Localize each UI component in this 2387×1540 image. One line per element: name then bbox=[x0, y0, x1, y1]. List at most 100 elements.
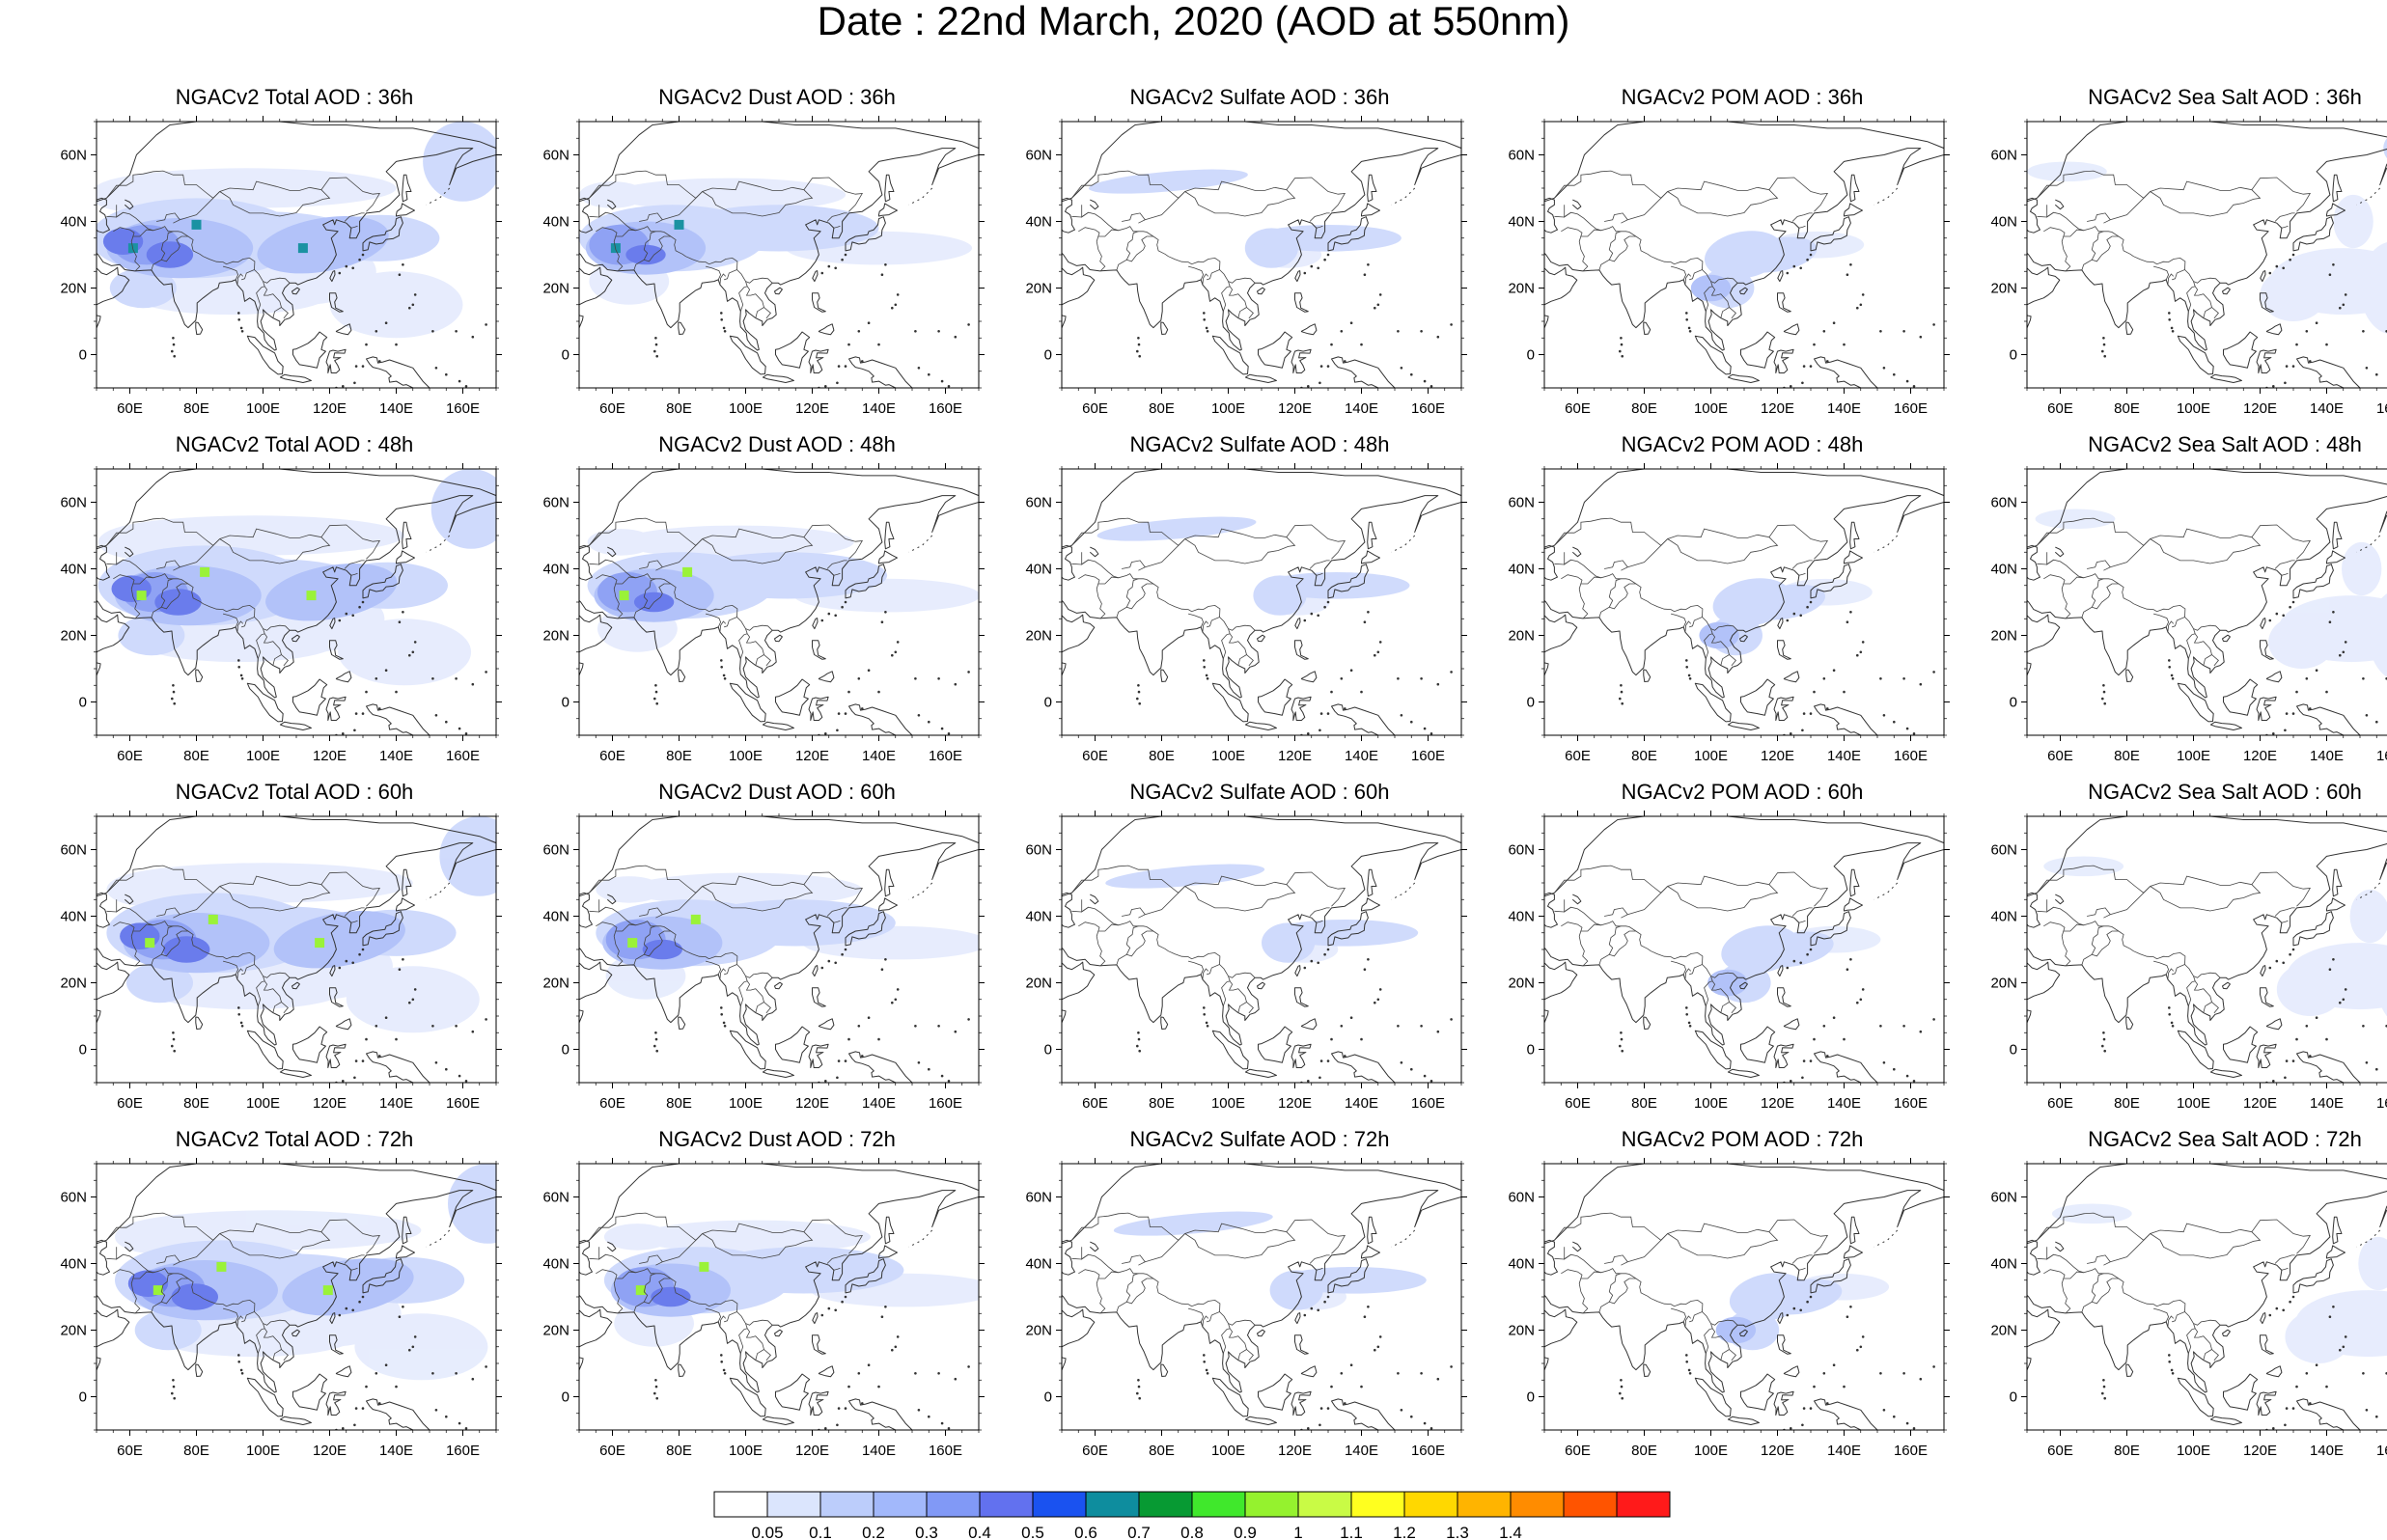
lat-tick-label: 60N bbox=[60, 842, 87, 859]
map-plot: 60E 80E 100E 120E 140E 160E 60N 40N 20N 0 bbox=[1990, 1158, 2387, 1459]
lon-tick-label: 60E bbox=[117, 748, 143, 764]
map-panel-pom-72h: 60E 80E 100E 120E 140E 160E 60N 40N 20N 0 NGACv2 P… bbox=[1496, 1127, 1979, 1476]
lat-tick-label: 0 bbox=[79, 1389, 87, 1406]
lat-tick-label: 20N bbox=[1025, 1323, 1052, 1339]
lat-tick-label: 20N bbox=[60, 281, 87, 297]
lon-tick-label: 160E bbox=[929, 1443, 962, 1459]
lon-tick-label: 100E bbox=[1694, 1443, 1728, 1459]
lon-tick-label: 100E bbox=[1694, 400, 1728, 417]
map-panel-sulfate-48h: 60E 80E 100E 120E 140E 160E 60N 40N 20N 0 NGACv2 S… bbox=[1013, 432, 1496, 782]
map-plot: 60E 80E 100E 120E 140E 160E 60N 40N 20N 0 bbox=[1508, 1158, 1950, 1459]
map-panel-dust-60h: 60E 80E 100E 120E 140E 160E 60N 40N 20N 0 NGACv2 D… bbox=[531, 780, 1013, 1129]
lon-tick-label: 60E bbox=[117, 1443, 143, 1459]
lon-tick-label: 100E bbox=[729, 1443, 763, 1459]
lat-tick-label: 20N bbox=[1990, 1323, 2017, 1339]
lon-tick-label: 100E bbox=[1211, 400, 1245, 417]
map-panel-seasalt-72h: 60E 80E 100E 120E 140E 160E 60N 40N 20N 0 NGACv2 S… bbox=[1979, 1127, 2387, 1476]
colorbar-swatch bbox=[1510, 1491, 1565, 1518]
lon-tick-label: 80E bbox=[183, 400, 209, 417]
lon-tick-label: 100E bbox=[2177, 1443, 2210, 1459]
lon-tick-label: 80E bbox=[183, 1095, 209, 1112]
lon-tick-label: 140E bbox=[862, 1095, 896, 1112]
lat-tick-label: 20N bbox=[60, 628, 87, 645]
map-panel-sulfate-36h: 60E 80E 100E 120E 140E 160E 60N 40N 20N 0 NGACv2 S… bbox=[1013, 85, 1496, 434]
map-panel-total-36h: 60E 80E 100E 120E 140E 160E 60N 40N 20N 0 NGACv2 T… bbox=[48, 85, 531, 434]
colorbar-label: 0.6 bbox=[1074, 1524, 1097, 1540]
lon-tick-label: 140E bbox=[1345, 748, 1378, 764]
map-plot: 60E 80E 100E 120E 140E 160E 60N 40N 20N 0 bbox=[1508, 463, 1950, 764]
lon-tick-label: 60E bbox=[117, 400, 143, 417]
colorbar-swatch bbox=[819, 1491, 874, 1518]
map-plot: 60E 80E 100E 120E 140E 160E 60N 40N 20N 0 bbox=[1025, 116, 1467, 417]
lat-tick-label: 0 bbox=[562, 695, 569, 711]
lon-tick-label: 160E bbox=[1411, 1443, 1445, 1459]
colorbar-label: 0.9 bbox=[1234, 1524, 1257, 1540]
lon-tick-label: 140E bbox=[1827, 400, 1861, 417]
lat-tick-label: 60N bbox=[1508, 842, 1535, 859]
lon-tick-label: 60E bbox=[599, 1095, 625, 1112]
colorbar-swatch bbox=[873, 1491, 928, 1518]
lon-tick-label: 80E bbox=[666, 1095, 692, 1112]
lon-tick-label: 120E bbox=[2243, 748, 2277, 764]
lon-tick-label: 160E bbox=[1411, 400, 1445, 417]
lon-tick-label: 160E bbox=[1411, 748, 1445, 764]
lat-tick-label: 60N bbox=[1990, 1190, 2017, 1206]
panel-title: NGACv2 Total AOD : 36h bbox=[175, 85, 414, 109]
colorbar-swatch bbox=[926, 1491, 981, 1518]
lat-tick-label: 40N bbox=[60, 1256, 87, 1273]
lon-tick-label: 120E bbox=[313, 1095, 347, 1112]
panel-title: NGACv2 Dust AOD : 60h bbox=[658, 780, 896, 804]
lat-tick-label: 60N bbox=[542, 495, 569, 511]
lon-tick-label: 60E bbox=[2047, 400, 2073, 417]
map-plot: 60E 80E 100E 120E 140E 160E 60N 40N 20N 0 bbox=[542, 463, 985, 764]
lon-tick-label: 100E bbox=[729, 1095, 763, 1112]
lon-tick-label: 80E bbox=[1631, 748, 1657, 764]
lon-tick-label: 160E bbox=[929, 400, 962, 417]
colorbar-swatch bbox=[1457, 1491, 1512, 1518]
lat-tick-label: 0 bbox=[1044, 347, 1052, 364]
panel-title: NGACv2 Dust AOD : 36h bbox=[658, 85, 896, 109]
lon-tick-label: 140E bbox=[2310, 748, 2344, 764]
panel-title: NGACv2 Sea Salt AOD : 36h bbox=[2088, 85, 2362, 109]
lon-tick-label: 140E bbox=[379, 748, 413, 764]
map-panel-seasalt-60h: 60E 80E 100E 120E 140E 160E 60N 40N 20N 0 NGACv2 S… bbox=[1979, 780, 2387, 1129]
panel-title: NGACv2 Sea Salt AOD : 60h bbox=[2088, 780, 2362, 804]
lat-tick-label: 0 bbox=[1044, 1042, 1052, 1059]
colorbar-swatch bbox=[1244, 1491, 1299, 1518]
lat-tick-label: 20N bbox=[1025, 281, 1052, 297]
map-plot: 60E 80E 100E 120E 140E 160E 60N 40N 20N 0 bbox=[60, 463, 502, 764]
lat-tick-label: 20N bbox=[1025, 628, 1052, 645]
colorbar-label: 0.7 bbox=[1127, 1524, 1151, 1540]
lat-tick-label: 60N bbox=[1025, 1190, 1052, 1206]
map-panel-seasalt-36h: 60E 80E 100E 120E 140E 160E 60N 40N 20N 0 NGACv2 S… bbox=[1979, 85, 2387, 434]
lon-tick-label: 160E bbox=[929, 1095, 962, 1112]
colorbar-label: 1.2 bbox=[1393, 1524, 1416, 1540]
lon-tick-label: 120E bbox=[795, 400, 829, 417]
lat-tick-label: 40N bbox=[1025, 909, 1052, 925]
lat-tick-label: 40N bbox=[1025, 214, 1052, 231]
lon-tick-label: 80E bbox=[1631, 1095, 1657, 1112]
lon-tick-label: 140E bbox=[379, 400, 413, 417]
map-plot: 60E 80E 100E 120E 140E 160E 60N 40N 20N 0 bbox=[542, 116, 985, 417]
lat-tick-label: 0 bbox=[2010, 347, 2017, 364]
lat-tick-label: 60N bbox=[1990, 495, 2017, 511]
map-plot: 60E 80E 100E 120E 140E 160E 60N 40N 20N 0 bbox=[1990, 463, 2387, 764]
lat-tick-label: 20N bbox=[1508, 1323, 1535, 1339]
lon-tick-label: 80E bbox=[1149, 400, 1175, 417]
lat-tick-label: 20N bbox=[1990, 281, 2017, 297]
lon-tick-label: 160E bbox=[2376, 400, 2387, 417]
lon-tick-label: 60E bbox=[1082, 400, 1108, 417]
lon-tick-label: 100E bbox=[246, 1095, 280, 1112]
lat-tick-label: 40N bbox=[1508, 562, 1535, 578]
lon-tick-label: 120E bbox=[2243, 1443, 2277, 1459]
colorbar-label: 0.8 bbox=[1180, 1524, 1204, 1540]
lon-tick-label: 140E bbox=[1827, 1443, 1861, 1459]
lon-tick-label: 80E bbox=[2114, 400, 2140, 417]
lon-tick-label: 100E bbox=[246, 400, 280, 417]
lat-tick-label: 60N bbox=[60, 1190, 87, 1206]
lon-tick-label: 80E bbox=[183, 1443, 209, 1459]
lon-tick-label: 140E bbox=[862, 400, 896, 417]
colorbar-label: 1.4 bbox=[1499, 1524, 1522, 1540]
colorbar-swatch bbox=[766, 1491, 821, 1518]
lon-tick-label: 80E bbox=[183, 748, 209, 764]
